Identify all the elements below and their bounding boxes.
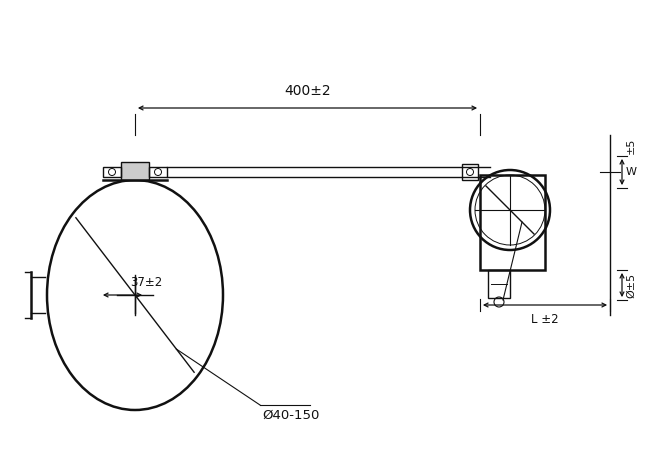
Bar (121, 162, 149, 180)
Bar (488, 270, 510, 298)
Bar (462, 164, 478, 180)
Text: 37±2: 37±2 (130, 276, 162, 289)
Text: ±5: ±5 (626, 138, 636, 154)
Text: 400±2: 400±2 (284, 84, 331, 98)
Bar (103, 167, 121, 177)
Text: L ±2: L ±2 (531, 313, 559, 326)
Bar (480, 175, 545, 270)
Text: Ø40-150: Ø40-150 (262, 409, 319, 422)
Bar (149, 167, 167, 177)
Text: W: W (626, 167, 637, 177)
Text: Ø±5: Ø±5 (626, 272, 636, 298)
